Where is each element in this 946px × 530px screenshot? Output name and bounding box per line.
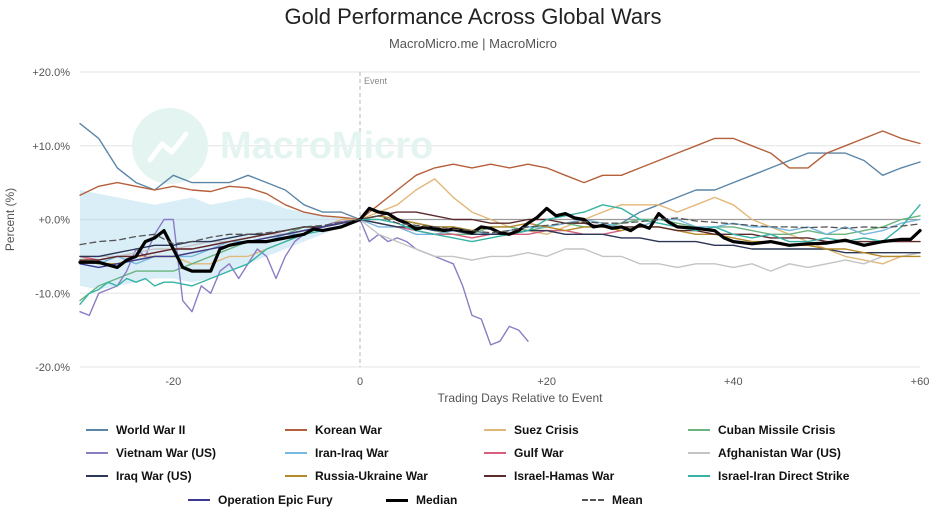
y-tick-label: +20.0% bbox=[32, 67, 70, 79]
legend-label: Suez Crisis bbox=[514, 423, 579, 437]
legend-item[interactable]: Russia-Ukraine War bbox=[285, 467, 428, 485]
legend-label: Iraq War (US) bbox=[116, 469, 192, 483]
event-label: Event bbox=[364, 76, 388, 86]
legend-item[interactable]: Israel-Hamas War bbox=[484, 467, 614, 485]
legend-item[interactable]: Israel-Iran Direct Strike bbox=[688, 467, 849, 485]
x-axis-title: Trading Days Relative to Event bbox=[438, 391, 604, 405]
legend-swatch bbox=[86, 452, 108, 454]
x-tick-label: +20 bbox=[537, 376, 556, 388]
legend-item[interactable]: World War II bbox=[86, 421, 185, 439]
legend-item[interactable]: Cuban Missile Crisis bbox=[688, 421, 835, 439]
legend-item[interactable]: Korean War bbox=[285, 421, 382, 439]
series-line-israel-iran-direct-strike bbox=[79, 204, 921, 305]
legend-item[interactable]: Afghanistan War (US) bbox=[688, 444, 841, 462]
x-tick-label: +60 bbox=[911, 376, 930, 388]
legend-swatch bbox=[188, 499, 210, 501]
legend-label: Afghanistan War (US) bbox=[718, 446, 841, 460]
legend-label: Israel-Iran Direct Strike bbox=[718, 469, 850, 483]
legend-label: Iran-Iraq War bbox=[315, 446, 389, 460]
watermark: MacroMicro bbox=[132, 108, 433, 184]
legend-label: Korean War bbox=[315, 423, 382, 437]
watermark-logo-icon bbox=[132, 108, 208, 184]
legend-item[interactable]: Iraq War (US) bbox=[86, 467, 192, 485]
legend-item[interactable]: Vietnam War (US) bbox=[86, 444, 216, 462]
y-tick-label: -20.0% bbox=[35, 362, 70, 374]
watermark-chart-icon bbox=[147, 131, 189, 163]
legend-swatch bbox=[484, 452, 506, 454]
legend-item[interactable]: Iran-Iraq War bbox=[285, 444, 389, 462]
legend-swatch bbox=[582, 499, 604, 501]
legend-item[interactable]: Suez Crisis bbox=[484, 421, 579, 439]
legend-swatch bbox=[86, 429, 108, 431]
x-tick-label: -20 bbox=[165, 376, 181, 388]
legend-label: Vietnam War (US) bbox=[116, 446, 217, 460]
legend-swatch bbox=[86, 475, 108, 477]
axis-layer: +20.0% +10.0% +0.0% -10.0% -20.0% -20 0 +20 +40 +… bbox=[3, 67, 929, 405]
legend-label: Mean bbox=[612, 493, 643, 507]
y-tick-label: +10.0% bbox=[32, 141, 70, 153]
x-tick-label: +40 bbox=[724, 376, 743, 388]
legend-swatch bbox=[688, 452, 710, 454]
legend-item[interactable]: Median bbox=[386, 491, 457, 509]
legend-label: Gulf War bbox=[514, 446, 564, 460]
legend-swatch bbox=[484, 475, 506, 477]
legend-item[interactable]: Gulf War bbox=[484, 444, 564, 462]
watermark-text: MacroMicro bbox=[220, 125, 433, 167]
x-tick-label: 0 bbox=[357, 376, 363, 388]
series-line-korean-war bbox=[79, 130, 921, 221]
y-tick-label: -10.0% bbox=[35, 288, 70, 300]
legend-label: Israel-Hamas War bbox=[514, 469, 615, 483]
series-line-median bbox=[78, 206, 922, 273]
legend-item[interactable]: Mean bbox=[582, 491, 643, 509]
legend-label: Cuban Missile Crisis bbox=[718, 423, 836, 437]
series-layer bbox=[78, 122, 922, 346]
legend-swatch bbox=[484, 429, 506, 431]
legend-swatch bbox=[386, 498, 408, 502]
legend-swatch bbox=[688, 429, 710, 431]
legend-label: Operation Epic Fury bbox=[218, 493, 333, 507]
chart-title: Gold Performance Across Global Wars bbox=[284, 4, 662, 29]
legend-label: Median bbox=[416, 493, 458, 507]
legend-swatch bbox=[285, 452, 307, 454]
y-tick-label: +0.0% bbox=[39, 215, 71, 227]
series-line-afghanistan-war-us bbox=[79, 218, 921, 272]
legend-swatch bbox=[285, 429, 307, 431]
legend-item[interactable]: Operation Epic Fury bbox=[188, 491, 333, 509]
legend-swatch bbox=[688, 475, 710, 477]
legend-label: World War II bbox=[116, 423, 186, 437]
legend-swatch bbox=[285, 475, 307, 477]
legend-label: Russia-Ukraine War bbox=[315, 469, 428, 483]
series-line-mean bbox=[79, 215, 921, 246]
chart-subtitle: MacroMicro.me | MacroMicro bbox=[388, 36, 558, 51]
y-axis-title: Percent (%) bbox=[3, 188, 17, 251]
